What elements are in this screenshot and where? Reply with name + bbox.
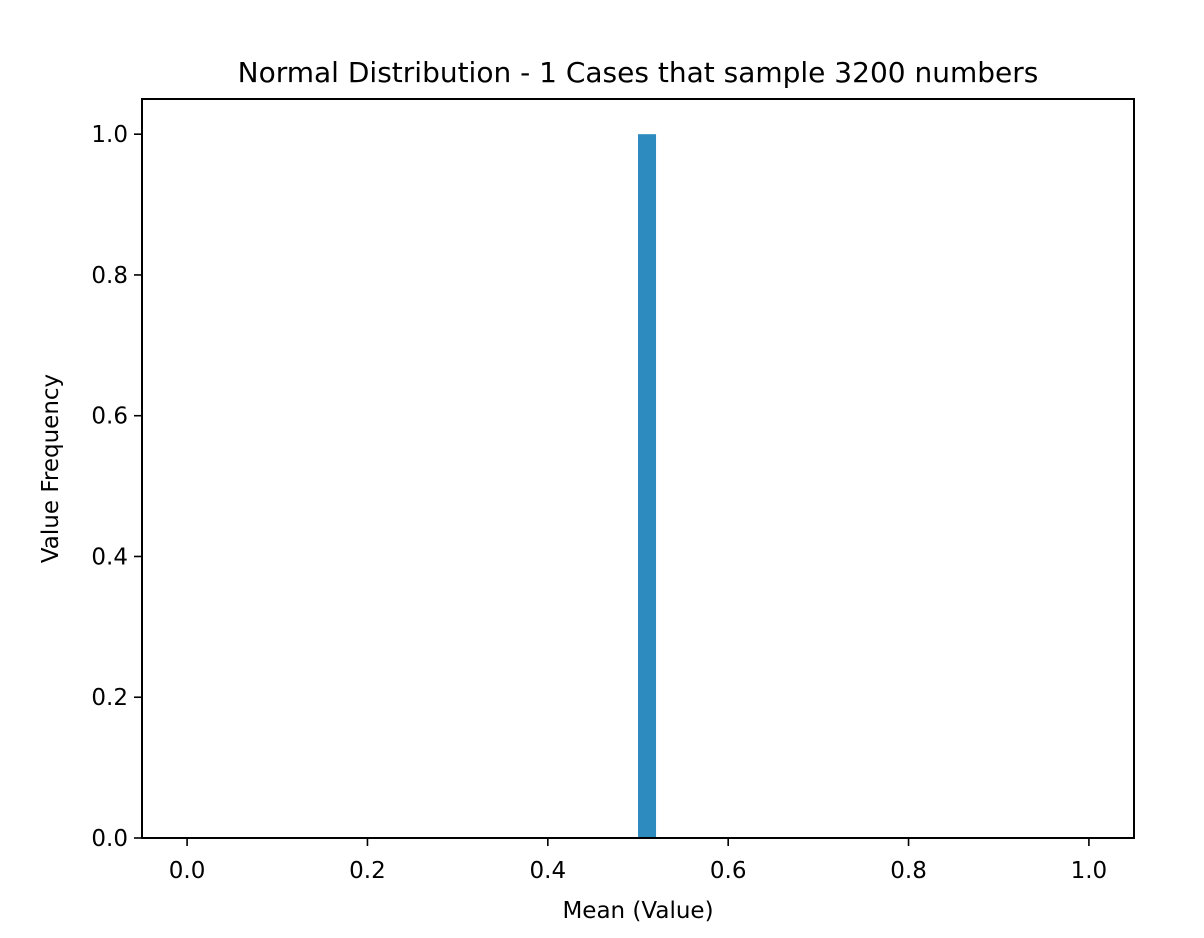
- y-tick-label: 1.0: [91, 122, 128, 148]
- x-tick-label: 0.6: [710, 858, 747, 884]
- x-tick-label: 0.8: [890, 858, 927, 884]
- chart-title: Normal Distribution - 1 Cases that sampl…: [238, 56, 1039, 89]
- y-tick-label: 0.6: [91, 404, 128, 430]
- x-tick-label: 1.0: [1071, 858, 1108, 884]
- plot-frame: [141, 98, 1135, 839]
- y-axis-label: Value Frequency: [38, 374, 64, 563]
- x-axis-label: Mean (Value): [562, 898, 713, 924]
- x-tick-label: 0.4: [530, 858, 567, 884]
- y-tick-label: 0.0: [91, 826, 128, 852]
- x-tick-label: 0.0: [169, 858, 206, 884]
- y-tick-label: 0.4: [91, 544, 128, 570]
- x-axis-ticks: 0.0 0.2 0.4 0.6 0.8 1.0: [169, 838, 1107, 884]
- x-tick-label: 0.2: [349, 858, 386, 884]
- y-tick-label: 0.8: [91, 263, 128, 289]
- y-axis-ticks: 0.0 0.2 0.4 0.6 0.8 1.0: [91, 122, 142, 852]
- y-tick-label: 0.2: [91, 685, 128, 711]
- bars-layer: [638, 134, 657, 838]
- histogram-bar: [638, 134, 657, 838]
